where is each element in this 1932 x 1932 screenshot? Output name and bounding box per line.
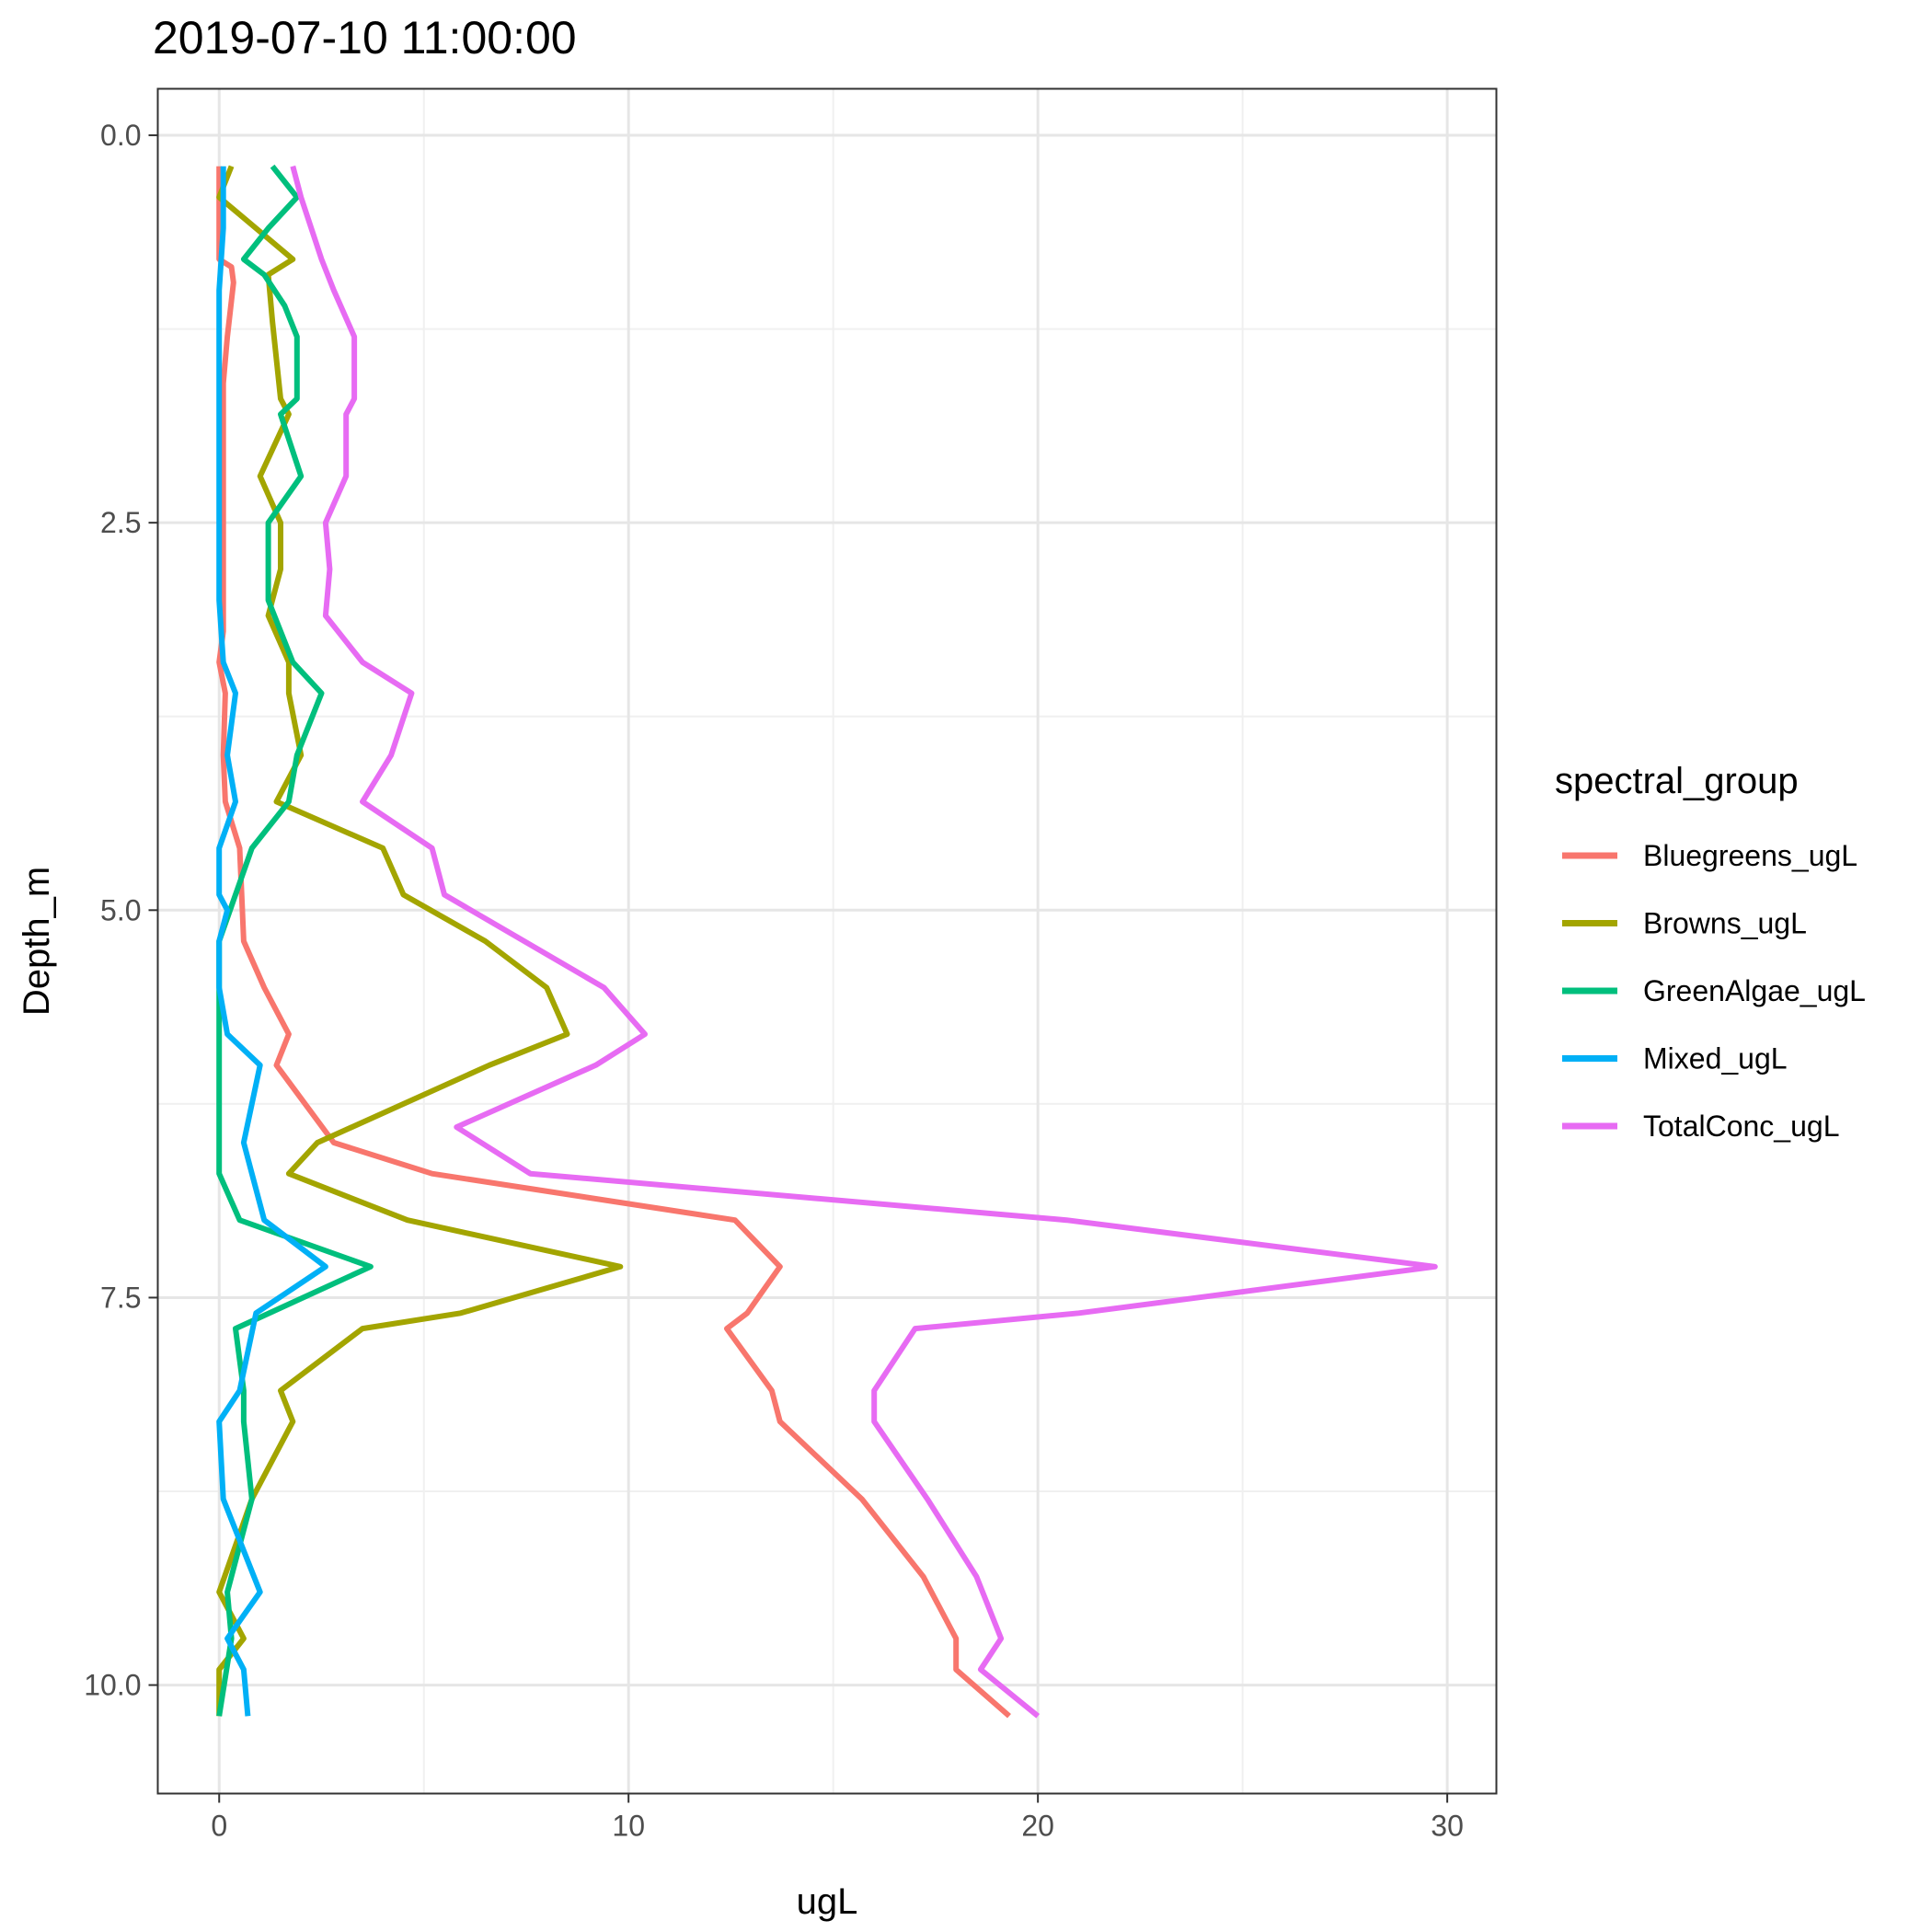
series-line-TotalConc_ugL (290, 165, 1438, 1719)
y-axis-ticks: 0.0 2.5 5.0 7.5 10.0 (84, 119, 158, 1702)
x-tick-label: 20 (1021, 1810, 1054, 1843)
gridlines (157, 88, 1497, 1794)
legend-items: Bluegreens_ugL Browns_ugL GreenAlgae_ugL Mi… (1562, 839, 1866, 1143)
x-tick-label: 0 (211, 1810, 227, 1843)
y-tick-label: 5.0 (100, 893, 141, 926)
x-tick-label: 10 (612, 1810, 645, 1843)
y-axis-title: Depth_m (17, 867, 57, 1016)
x-axis-title: ugL (797, 1881, 858, 1922)
x-tick-label: 30 (1431, 1810, 1464, 1843)
legend-label: TotalConc_ugL (1643, 1110, 1839, 1143)
legend-label: GreenAlgae_ugL (1643, 974, 1866, 1007)
legend-label: Mixed_ugL (1643, 1042, 1788, 1075)
y-tick-label: 7.5 (100, 1281, 141, 1314)
legend-title: spectral_group (1555, 761, 1799, 801)
y-tick-label: 2.5 (100, 506, 141, 539)
plot-panel (157, 88, 1497, 1794)
legend-label: Browns_ugL (1643, 907, 1807, 940)
x-axis-ticks: 0 10 20 30 (211, 1793, 1464, 1843)
plot-border (156, 87, 1498, 1795)
legend-label: Bluegreens_ugL (1643, 839, 1857, 872)
chart-title: 2019-07-10 11:00:00 (153, 12, 577, 63)
series-line-Mixed_ugL (216, 166, 328, 1717)
legend: spectral_group Bluegreens_ugL Browns_ugL G… (1555, 761, 1866, 1143)
series-lines (216, 164, 1438, 1719)
y-tick-label: 0.0 (100, 119, 141, 152)
y-tick-label: 10.0 (84, 1669, 141, 1702)
series-line-Bluegreens_ugL (216, 166, 1011, 1719)
series-line-Browns_ugL (216, 165, 624, 1717)
